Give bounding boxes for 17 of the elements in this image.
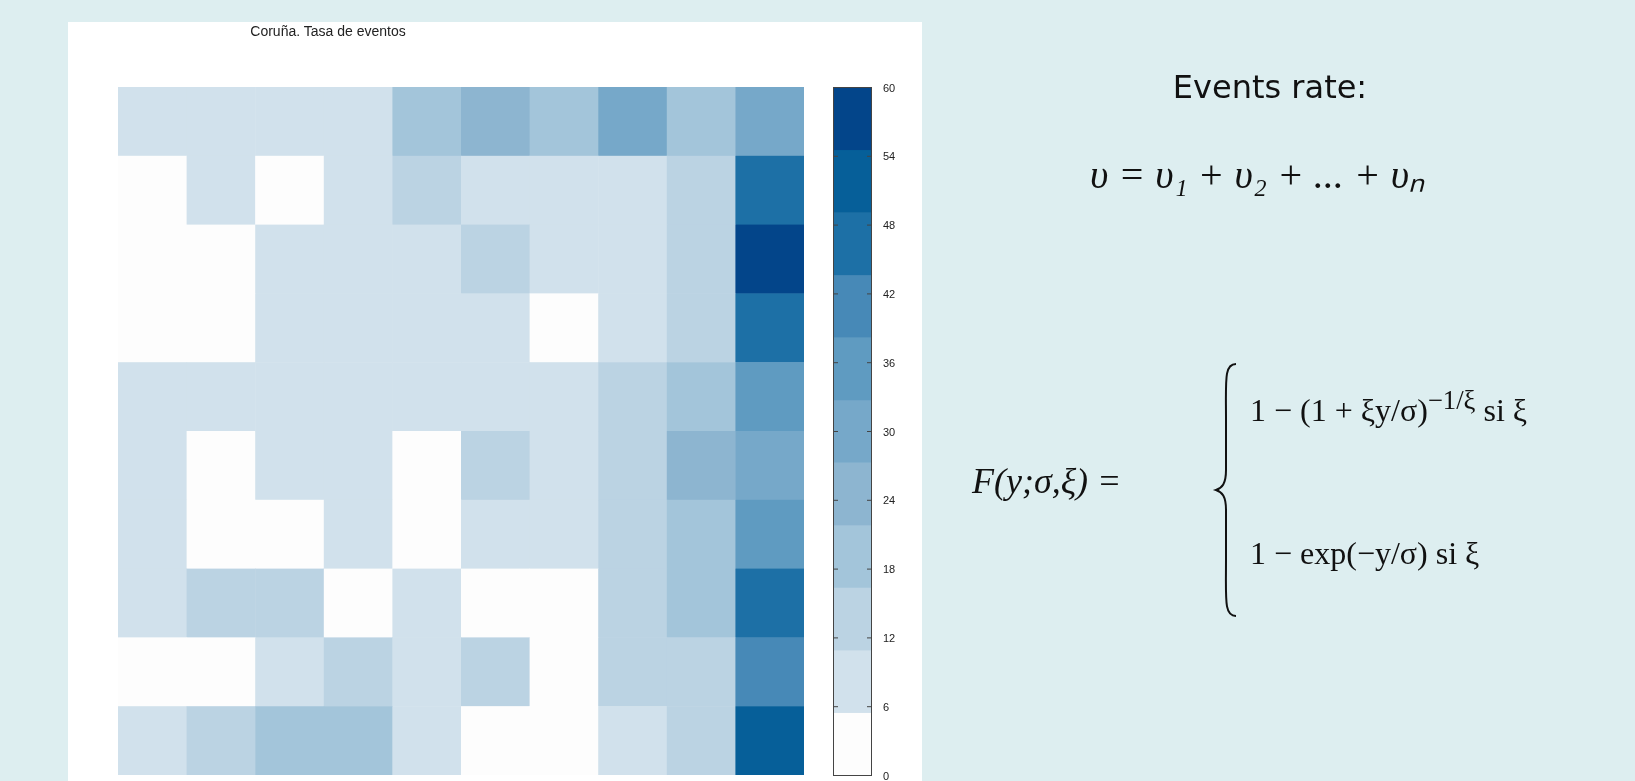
color-bar-label: 30: [883, 425, 896, 438]
color-bar-label: 12: [883, 631, 896, 644]
chart-title: Coruña. Tasa de eventos: [249, 23, 407, 39]
color-bar-label: 18: [883, 563, 896, 576]
text: F(y;σ,ξ) =: [972, 460, 1122, 502]
text: Events rate:: [1171, 68, 1369, 106]
color-bar-label: 6: [883, 700, 890, 713]
color-bar-label: 0: [883, 769, 890, 781]
color-bar-label: 54: [883, 150, 896, 163]
color-bar-label: 36: [883, 356, 896, 369]
text: υ = υ₁ + υ₂ + ... + υₙ: [1090, 151, 1426, 199]
text: 1 − exp(−y/σ) si ξ: [1250, 535, 1480, 572]
text: 1 − (1 + ξy/σ)$^{−1/ξ}$ si ξ: [1250, 385, 1528, 429]
color-bar-label: 24: [883, 494, 896, 507]
color-bar-label: 60: [883, 81, 896, 94]
color-bar-label: 42: [883, 287, 896, 300]
color-bar-label: 48: [883, 219, 896, 232]
